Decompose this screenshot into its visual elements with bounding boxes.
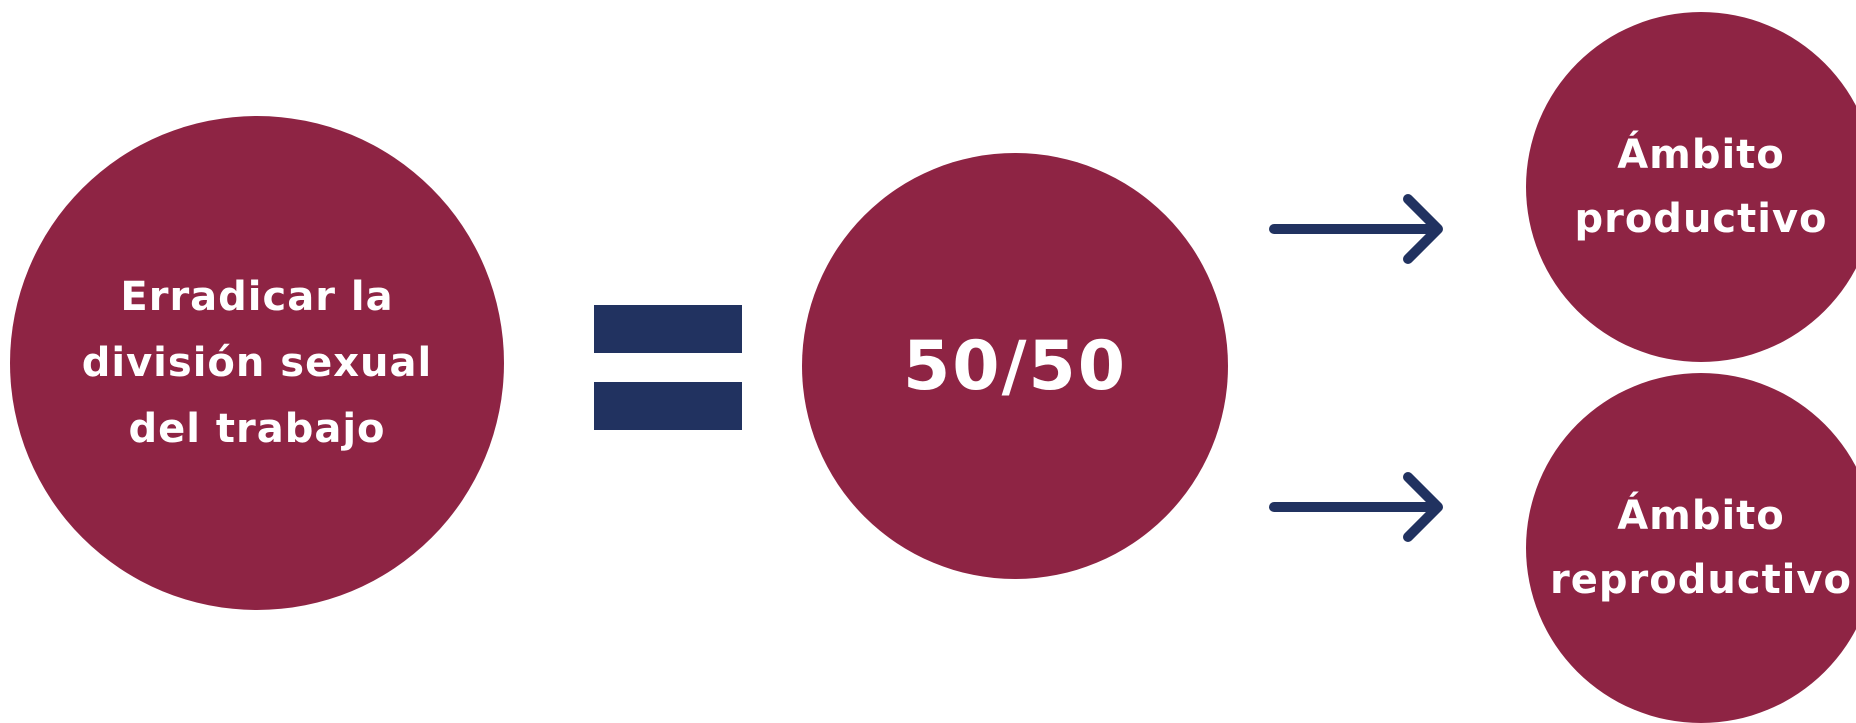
- node-ratio-label: 50/50: [902, 326, 1128, 406]
- node-erradicar-label: Erradicar la división sexual del trabajo: [81, 274, 433, 452]
- node-ambito-reproductivo: Ámbito reproductivo: [1526, 373, 1856, 723]
- node-ratio: 50/50: [802, 153, 1228, 579]
- equals-bar-top: [594, 305, 742, 353]
- node-erradicar-division: Erradicar la división sexual del trabajo: [10, 116, 504, 610]
- node-ambito-productivo: Ámbito productivo: [1526, 12, 1856, 362]
- node-productivo-label: Ámbito productivo: [1574, 132, 1828, 242]
- arrow-right-icon: [1269, 472, 1443, 542]
- equals-bar-bottom: [594, 382, 742, 430]
- node-reproductivo-label: Ámbito reproductivo: [1550, 493, 1852, 603]
- arrow-right-icon: [1269, 194, 1443, 264]
